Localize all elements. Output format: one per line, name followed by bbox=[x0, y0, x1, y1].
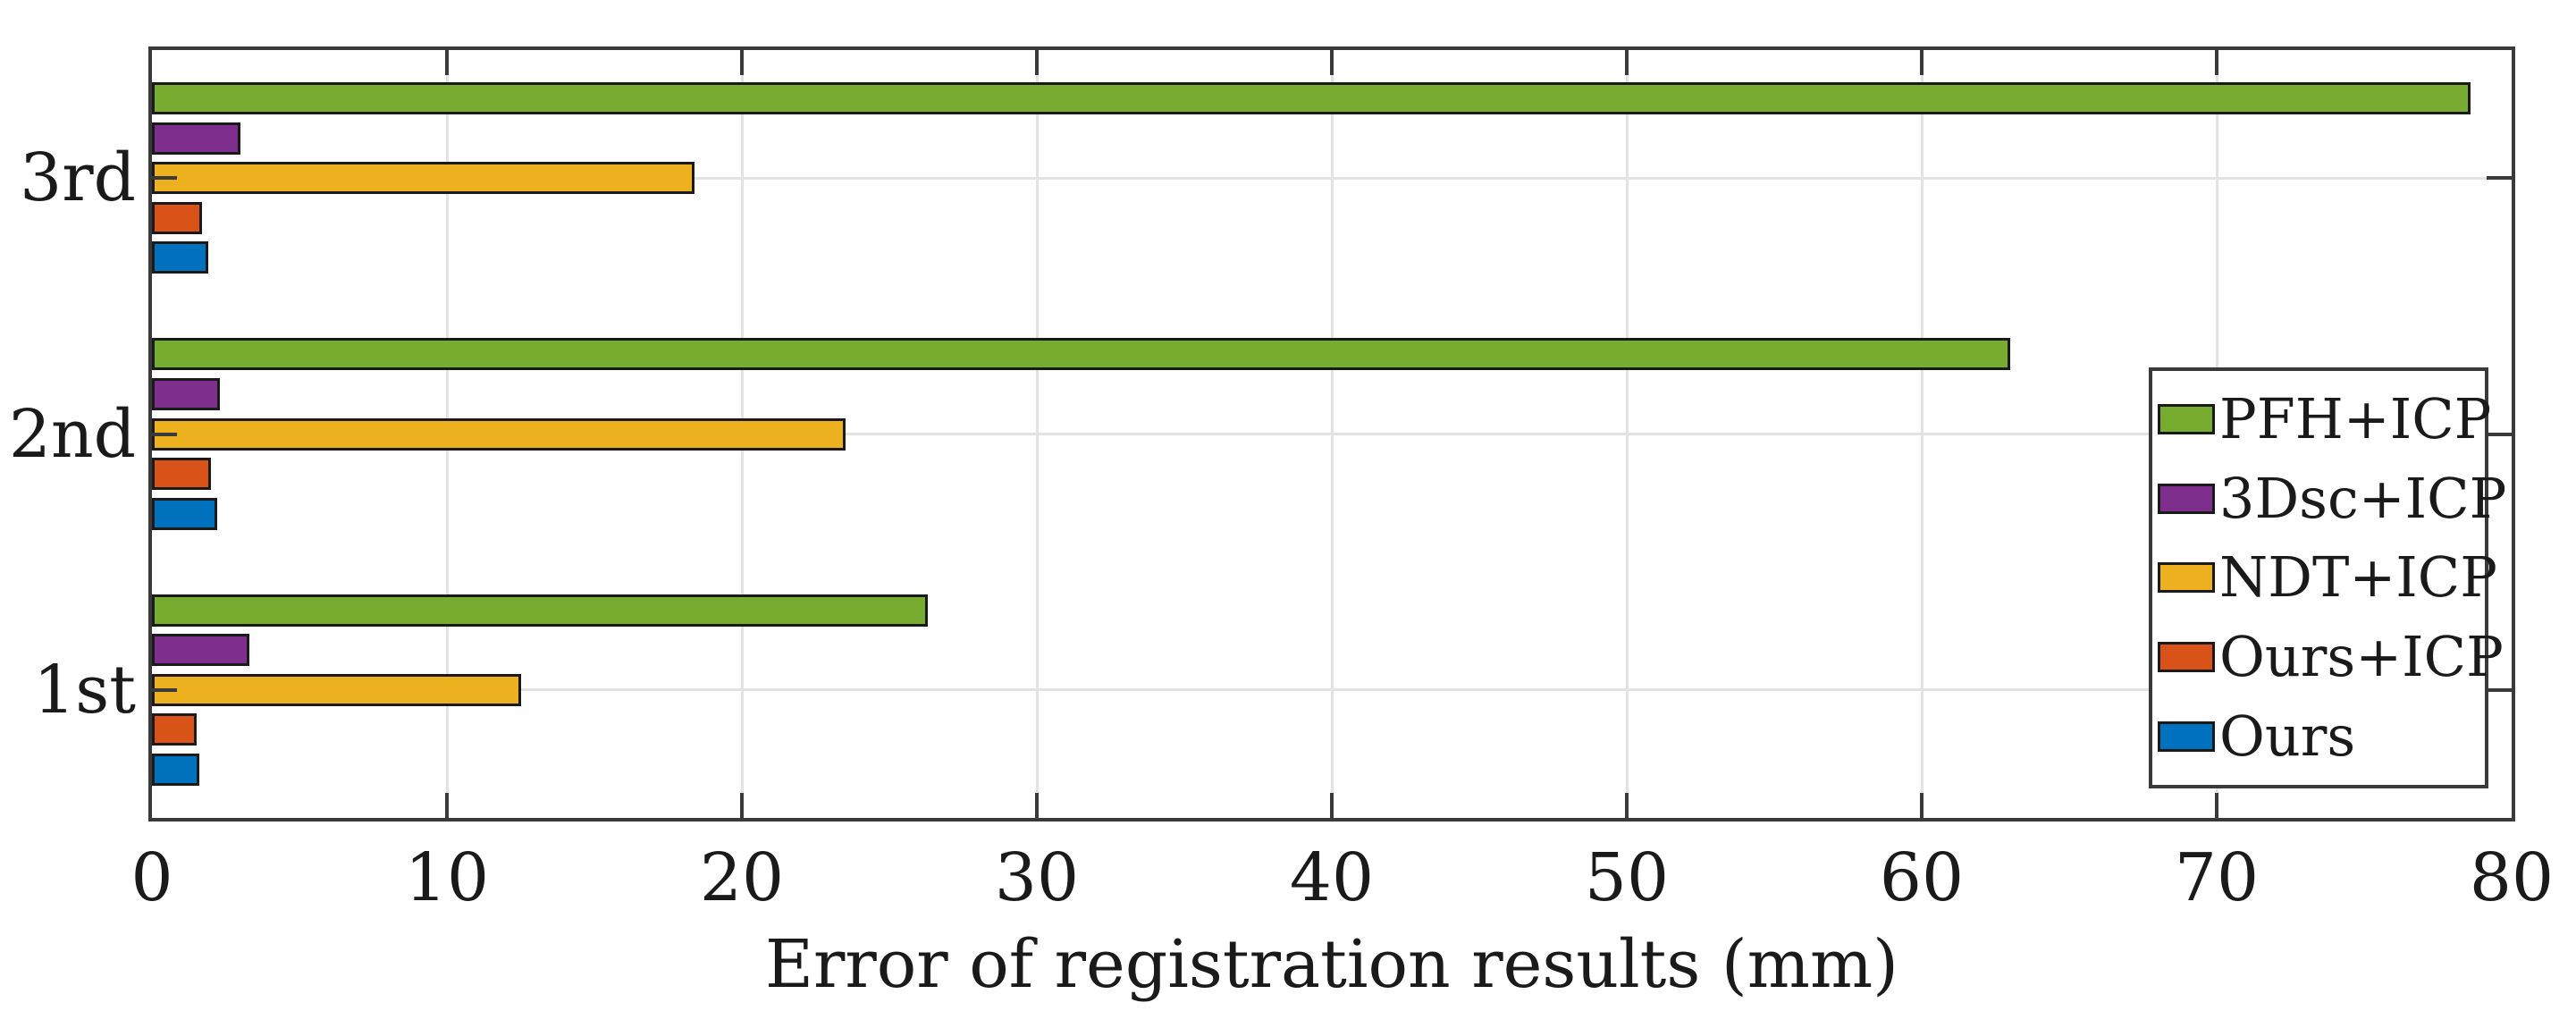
axis-tick-bottom-50 bbox=[1625, 793, 1629, 818]
y-tick-label-1st: 1st bbox=[33, 651, 136, 729]
bar-3dsc-icp-1st bbox=[152, 634, 249, 667]
axis-tick-left-1st bbox=[152, 687, 177, 692]
legend-item-3dsc-icp: 3Dsc+ICP bbox=[2158, 467, 2506, 530]
axis-tick-left-2nd bbox=[152, 432, 177, 436]
bar-ndt-icp-3rd bbox=[152, 162, 695, 195]
y-tick-label-3rd: 3rd bbox=[20, 139, 136, 217]
x-tick-label-40: 40 bbox=[1289, 839, 1375, 916]
axis-tick-bottom-20 bbox=[740, 793, 744, 818]
plot-area bbox=[148, 46, 2515, 822]
bar-3dsc-icp-3rd bbox=[152, 122, 240, 155]
legend-label-pfh-icp: PFH+ICP bbox=[2219, 385, 2492, 451]
axis-tick-top-40 bbox=[1330, 50, 1334, 75]
legend: PFH+ICP 3Dsc+ICP NDT+ICP Ours+ICP Ours bbox=[2149, 367, 2506, 788]
axis-tick-bottom-30 bbox=[1035, 793, 1039, 818]
x-tick-label-60: 60 bbox=[1879, 839, 1965, 916]
bar-ours-3rd bbox=[152, 241, 208, 274]
axis-tick-top-20 bbox=[740, 50, 744, 75]
legend-swatch-ours bbox=[2158, 721, 2215, 753]
legend-item-ours: Ours bbox=[2158, 705, 2485, 768]
bar-ours-icp-1st bbox=[152, 713, 197, 746]
bar-pfh-icp-1st bbox=[152, 594, 928, 627]
x-tick-label-30: 30 bbox=[994, 839, 1080, 916]
axis-tick-right-2nd bbox=[2487, 432, 2512, 436]
legend-item-pfh-icp: PFH+ICP bbox=[2158, 387, 2491, 451]
bar-ndt-icp-1st bbox=[152, 673, 521, 706]
axis-tick-right-1st bbox=[2487, 687, 2512, 692]
bar-3dsc-icp-2nd bbox=[152, 377, 220, 410]
x-tick-label-10: 10 bbox=[404, 839, 490, 916]
legend-swatch-ndt-icp bbox=[2158, 562, 2215, 594]
bar-ours-icp-3rd bbox=[152, 201, 203, 234]
legend-swatch-pfh-icp bbox=[2158, 403, 2215, 434]
bar-pfh-icp-2nd bbox=[152, 338, 2010, 371]
axis-tick-bottom-70 bbox=[2215, 793, 2218, 818]
axis-tick-left-3rd bbox=[152, 176, 177, 181]
x-tick-label-80: 80 bbox=[2469, 839, 2555, 916]
y-tick-label-2nd: 2nd bbox=[8, 395, 136, 473]
gridline-y-1st bbox=[152, 688, 2512, 692]
x-tick-label-0: 0 bbox=[130, 839, 173, 916]
legend-label-ours: Ours bbox=[2219, 704, 2356, 770]
axis-tick-top-60 bbox=[1920, 50, 1924, 75]
x-tick-label-70: 70 bbox=[2174, 839, 2260, 916]
axis-tick-top-30 bbox=[1035, 50, 1039, 75]
axis-tick-top-70 bbox=[2215, 50, 2218, 75]
legend-item-ours-icp: Ours+ICP bbox=[2158, 626, 2504, 688]
x-tick-label-20: 20 bbox=[699, 839, 785, 916]
legend-label-3dsc-icp: 3Dsc+ICP bbox=[2219, 465, 2507, 531]
legend-item-ndt-icp: NDT+ICP bbox=[2158, 546, 2497, 609]
axis-tick-bottom-10 bbox=[445, 793, 449, 818]
axis-tick-bottom-40 bbox=[1330, 793, 1334, 818]
legend-swatch-ours-icp bbox=[2158, 642, 2215, 673]
bar-ndt-icp-2nd bbox=[152, 417, 846, 451]
bar-ours-2nd bbox=[152, 497, 217, 530]
legend-label-ours-icp: Ours+ICP bbox=[2219, 624, 2504, 690]
legend-swatch-3dsc-icp bbox=[2158, 483, 2215, 514]
gridline-y-2nd bbox=[152, 433, 2512, 435]
axis-tick-top-10 bbox=[445, 50, 449, 75]
x-tick-label-50: 50 bbox=[1584, 839, 1670, 916]
bar-pfh-icp-3rd bbox=[152, 81, 2471, 114]
axis-tick-bottom-60 bbox=[1920, 793, 1924, 818]
bar-ours-1st bbox=[152, 754, 199, 787]
gridline-y-3rd bbox=[152, 176, 2512, 180]
x-axis-title: Error of registration results (mm) bbox=[764, 926, 1899, 1003]
axis-tick-right-3rd bbox=[2487, 176, 2512, 181]
bar-ours-icp-2nd bbox=[152, 458, 211, 491]
legend-label-ndt-icp: NDT+ICP bbox=[2219, 544, 2497, 611]
axis-tick-top-50 bbox=[1625, 50, 1629, 75]
